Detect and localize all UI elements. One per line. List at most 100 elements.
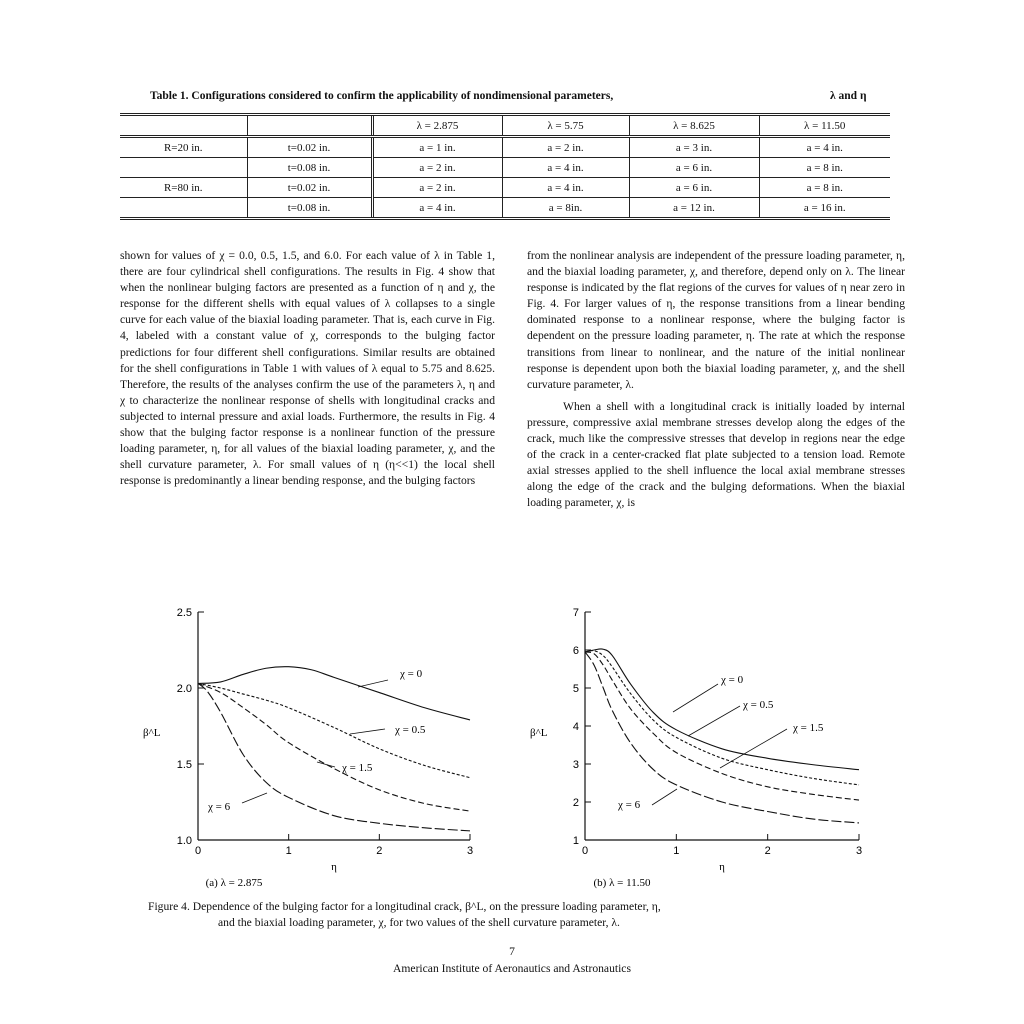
figure-caption-line2: and the biaxial loading parameter, χ, fo… <box>218 916 620 929</box>
table-header-cell: λ = 2.875 <box>370 113 502 138</box>
series-line <box>584 648 860 771</box>
y-axis-label: β^L <box>143 727 161 739</box>
table-cell: a = 12 in. <box>628 197 759 220</box>
series-label: χ = 0 <box>399 668 423 680</box>
body-text-left-column: shown for values of χ = 0.0, 0.5, 1.5, a… <box>120 248 495 489</box>
table-cell: t=0.08 in. <box>246 197 372 220</box>
table-cell: a = 4 in. <box>758 136 890 158</box>
table-header-row: λ = 2.875 λ = 5.75 λ = 8.625 λ = 11.50 <box>120 113 890 138</box>
y-tick-label: 2.0 <box>177 683 192 695</box>
x-tick-label: 3 <box>856 845 862 857</box>
y-tick-label: 1.0 <box>177 835 192 847</box>
x-tick-label: 1 <box>673 845 679 857</box>
series-label-leader <box>651 788 678 806</box>
table-caption: Table 1. Configurations considered to co… <box>150 90 890 102</box>
series-label: χ = 0 <box>720 674 744 686</box>
table-cell: t=0.02 in. <box>246 177 372 198</box>
series-line <box>584 651 860 824</box>
table-row: t=0.08 in. a = 4 in. a = 8in. a = 12 in.… <box>120 197 890 220</box>
y-tick-label: 4 <box>573 721 579 733</box>
y-tick-label: 7 <box>573 607 579 619</box>
series-line <box>584 651 860 801</box>
y-tick-label: 6 <box>573 645 579 657</box>
series-label-leader <box>357 679 389 688</box>
y-tick-label: 2 <box>573 797 579 809</box>
table-header-cell <box>120 113 247 138</box>
series-label-leader <box>316 761 336 768</box>
table-cell: R=80 in. <box>120 177 247 198</box>
series-label: χ = 1.5 <box>792 722 824 734</box>
table-cell: a = 2 in. <box>501 136 629 158</box>
table-header-cell: λ = 8.625 <box>628 113 759 138</box>
table-row: R=20 in. t=0.02 in. a = 1 in. a = 2 in. … <box>120 136 890 158</box>
series-label-leader <box>349 728 386 735</box>
y-tick-label: 2.5 <box>177 607 192 619</box>
y-axis-label: β^L <box>530 727 548 739</box>
table-cell: a = 4 in. <box>501 177 629 198</box>
table-caption-text: Table 1. Configurations considered to co… <box>150 90 614 102</box>
figure-caption-line1: Figure 4. Dependence of the bulging fact… <box>148 900 661 913</box>
y-tick-label: 1 <box>573 835 579 847</box>
table-cell: a = 1 in. <box>370 136 502 158</box>
figure-caption: Figure 4. Dependence of the bulging fact… <box>148 899 888 931</box>
x-tick-label: 2 <box>376 845 382 857</box>
table-row: t=0.08 in. a = 2 in. a = 4 in. a = 6 in.… <box>120 157 890 178</box>
x-axis-label: η <box>719 861 725 873</box>
y-tick-label: 1.5 <box>177 759 192 771</box>
x-tick-label: 2 <box>765 845 771 857</box>
table-cell: t=0.02 in. <box>246 136 372 158</box>
paragraph: from the nonlinear analysis are independ… <box>527 249 905 391</box>
table-cell: a = 4 in. <box>501 157 629 178</box>
page-footer: American Institute of Aeronautics and As… <box>393 962 631 975</box>
series-label-leader <box>719 728 788 769</box>
body-text-right-column: from the nonlinear analysis are independ… <box>527 248 905 512</box>
x-tick-label: 0 <box>195 845 201 857</box>
subplot-title: (b) λ = 11.50 <box>594 877 651 889</box>
series-line <box>197 682 471 779</box>
series-label-leader <box>672 683 719 713</box>
series-line <box>197 682 471 812</box>
configuration-table: λ = 2.875 λ = 5.75 λ = 8.625 λ = 11.50 R… <box>120 113 890 220</box>
table-cell: a = 6 in. <box>628 177 759 198</box>
table-cell <box>120 197 247 220</box>
series-line <box>197 683 471 832</box>
table-cell: a = 4 in. <box>370 197 502 220</box>
series-label-leader <box>687 705 741 737</box>
y-tick-label: 5 <box>573 683 579 695</box>
table-cell: t=0.08 in. <box>246 157 372 178</box>
table-caption-tail: λ and η <box>830 90 867 102</box>
paragraph: When a shell with a longitudinal crack i… <box>527 399 905 510</box>
paragraph: shown for values of χ = 0.0, 0.5, 1.5, a… <box>120 249 495 488</box>
page-number: 7 <box>509 945 515 958</box>
table-cell: a = 8 in. <box>758 177 890 198</box>
series-label: χ = 6 <box>617 799 641 811</box>
y-tick-label: 3 <box>573 759 579 771</box>
x-tick-label: 1 <box>286 845 292 857</box>
series-label-leader <box>241 792 268 804</box>
table-cell: a = 8in. <box>501 197 629 220</box>
chart-a: 0 1 2 3 1.0 1.5 2.0 2.5 η β^L (a) λ = 2.875 χ = 0 χ … <box>143 607 473 889</box>
table-cell: R=20 in. <box>120 136 247 158</box>
x-tick-label: 3 <box>467 845 473 857</box>
x-tick-label: 0 <box>582 845 588 857</box>
subplot-title: (a) λ = 2.875 <box>206 877 263 889</box>
table-cell: a = 8 in. <box>758 157 890 178</box>
table-header-cell: λ = 11.50 <box>758 113 890 138</box>
table-cell: a = 3 in. <box>628 136 759 158</box>
table-cell: a = 16 in. <box>758 197 890 220</box>
table-header-cell: λ = 5.75 <box>501 113 629 138</box>
series-label: χ = 1.5 <box>341 762 373 774</box>
series-line <box>197 666 471 721</box>
series-label: χ = 0.5 <box>742 699 774 711</box>
x-axis-label: η <box>331 861 337 873</box>
table-cell: a = 6 in. <box>628 157 759 178</box>
table-cell: a = 2 in. <box>370 157 502 178</box>
table-cell: a = 2 in. <box>370 177 502 198</box>
series-label: χ = 6 <box>207 801 231 813</box>
table-cell <box>120 157 247 178</box>
series-line <box>584 650 860 786</box>
series-label: χ = 0.5 <box>394 724 426 736</box>
table-header-cell <box>246 113 372 138</box>
table-row: R=80 in. t=0.02 in. a = 2 in. a = 4 in. … <box>120 177 890 198</box>
